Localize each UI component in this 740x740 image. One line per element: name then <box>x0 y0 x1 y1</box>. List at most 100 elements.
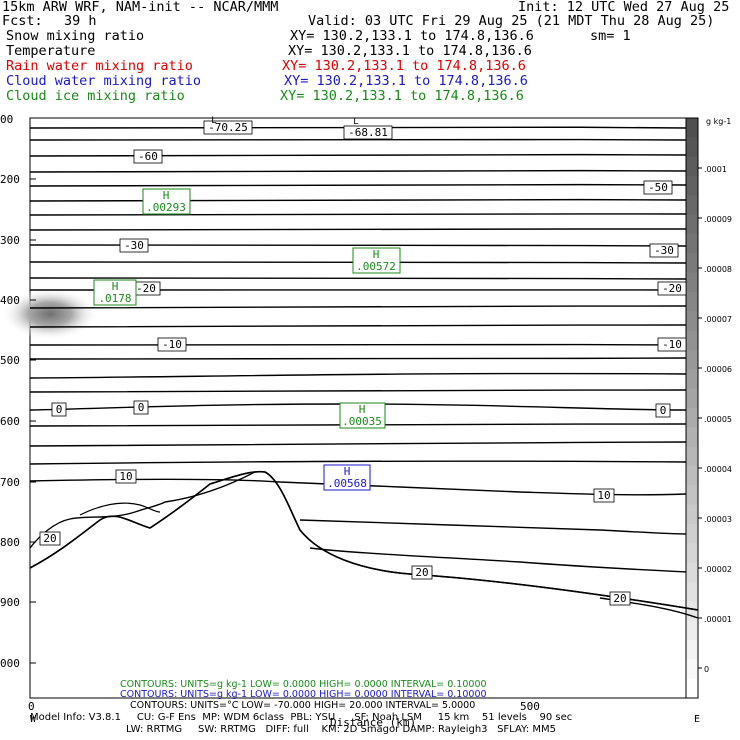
cloud-ice-max-00572: H .00572 <box>352 247 401 274</box>
temp-label-10-left: 10 <box>115 469 137 484</box>
isotherm-line <box>29 471 256 549</box>
field-rain-xy: XY= 130.2,133.1 to 174.8,136.6 <box>282 58 526 74</box>
x-axis-title: Distance (km) <box>330 716 416 729</box>
svg-text:H: H <box>112 280 119 293</box>
isotherm-line <box>29 243 687 247</box>
svg-text:.0178: .0178 <box>98 292 131 305</box>
svg-text:H: H <box>344 465 351 478</box>
cloud-water-max-00568: H .00568 <box>323 464 371 491</box>
svg-text:20: 20 <box>613 592 626 605</box>
y-tick-label: 00 <box>0 113 13 126</box>
colorbar-segment <box>686 446 698 467</box>
temp-label-zero-left: 0 <box>51 402 67 417</box>
colorbar: .0001 .00009 .00008 .00007 .00006 .00005 .0000… <box>685 117 732 699</box>
colorbar-tick-label: .00002 <box>704 565 732 574</box>
svg-text:0: 0 <box>56 403 63 416</box>
contour-info-cloud-ice: CONTOURS: UNITS=g kg-1 LOW= 0.0000 HIGH=… <box>120 679 487 690</box>
colorbar-segment <box>686 640 698 660</box>
temp-label-minus10-right: -10 <box>657 337 687 352</box>
svg-text:H: H <box>373 248 380 261</box>
temp-label-minus6881: -68.81 <box>343 125 393 140</box>
y-tick-label: 500 <box>0 354 20 367</box>
colorbar-segment <box>686 118 698 138</box>
isotherm-line <box>29 441 687 447</box>
temp-label-10-right: 10 <box>593 488 615 503</box>
colorbar-segment <box>686 427 698 448</box>
svg-text:10: 10 <box>597 489 610 502</box>
y-tick-label: 000 <box>0 657 20 670</box>
isotherm-line <box>29 228 687 231</box>
forecast-hours: 39 h <box>64 13 97 29</box>
svg-text:10: 10 <box>119 470 132 483</box>
x-tick-label: 0 <box>28 700 35 713</box>
colorbar-unit-label: g kg-1 <box>706 117 731 126</box>
colorbar-segment <box>686 543 698 564</box>
svg-text:-70.25: -70.25 <box>208 121 248 134</box>
colorbar-segment <box>686 388 698 409</box>
isotherm-line <box>29 260 687 264</box>
isotherm-line <box>299 519 687 535</box>
isotherm-line <box>309 547 687 573</box>
colorbar-tick-label: .00005 <box>704 415 732 424</box>
temp-label-minus20-left: -20 <box>131 281 161 296</box>
svg-text:0: 0 <box>138 401 145 414</box>
terrain-profile <box>29 470 699 611</box>
colorbar-segment <box>686 272 698 293</box>
svg-text:-30: -30 <box>654 244 674 257</box>
colorbar-segment <box>686 466 698 486</box>
temp-label-zero-right: 0 <box>655 403 671 418</box>
svg-text:.00293: .00293 <box>146 201 186 214</box>
svg-text:-10: -10 <box>162 338 182 351</box>
svg-text:.00572: .00572 <box>356 260 396 273</box>
isotherm-line <box>29 357 687 360</box>
svg-text:.00568: .00568 <box>327 477 367 490</box>
isotherm-line <box>29 389 687 393</box>
isotherm-line <box>29 153 687 157</box>
isotherm-line <box>29 213 687 216</box>
contour-info-cloud-water: CONTOURS: UNITS=g kg-1 LOW= 0.0000 HIGH=… <box>120 689 487 700</box>
isotherm-line <box>29 183 687 187</box>
colorbar-tick-label: 0 <box>704 665 709 674</box>
svg-text:-68.81: -68.81 <box>348 126 388 139</box>
maxima-markers: H .00293 H .00572 H .0178 H .00035 H .00… <box>93 188 401 491</box>
colorbar-segment <box>686 562 698 583</box>
colorbar-tick-label: .00003 <box>704 515 732 524</box>
field-snow-label: Snow mixing ratio <box>6 28 145 44</box>
colorbar-segment <box>686 582 698 602</box>
cloud-ice-max-0178: H .0178 <box>93 279 137 306</box>
smoothing-value: sm= 1 <box>590 28 631 44</box>
init-time: Init: 12 UTC Wed 27 Aug 25 <box>518 0 730 15</box>
cloud-ice-max-00293: H .00293 <box>142 188 191 215</box>
field-temperature-xy: XY= 130.2,133.1 to 174.8,136.6 <box>288 43 532 59</box>
temp-label-20-left: 20 <box>39 531 61 546</box>
temp-label-minus30-left: -30 <box>119 238 149 253</box>
low-marker-letter: L <box>353 117 358 127</box>
field-cloud-water-xy: XY= 130.2,133.1 to 174.8,136.6 <box>284 73 528 89</box>
low-marker-letter: L <box>211 116 216 126</box>
isotherm-line <box>29 372 687 379</box>
temp-label-20-right: 20 <box>609 591 631 606</box>
field-snow-xy: XY= 130.2,133.1 to 174.8,136.6 <box>290 28 534 44</box>
model-info-line1: Model Info: V3.8.1 CU: G-F Ens MP: WDM 6… <box>30 712 573 723</box>
svg-text:H: H <box>163 189 170 202</box>
temperature-labels: -70.25 L -68.81 L -60 -50 -30 -30 -20 -2… <box>39 116 687 606</box>
field-cloud-ice-xy: XY= 130.2,133.1 to 174.8,136.6 <box>280 88 524 104</box>
colorbar-tick-label: .00001 <box>704 615 732 624</box>
svg-text:-30: -30 <box>124 239 144 252</box>
isotherm-line <box>29 198 687 202</box>
temp-label-minus60: -60 <box>133 149 163 164</box>
colorbar-segment <box>686 369 698 390</box>
model-info-line2: LW: RRTMG SW: RRTMG DIFF: full KM: 2D Sm… <box>126 724 556 735</box>
svg-text:-10: -10 <box>662 338 682 351</box>
field-cloud-water-label: Cloud water mixing ratio <box>6 73 202 89</box>
x-end-label-east: E <box>694 714 700 725</box>
colorbar-segment <box>686 137 698 158</box>
field-cloud-ice-label: Cloud ice mixing ratio <box>6 88 185 104</box>
colorbar-segment <box>686 524 698 544</box>
y-tick-label: 600 <box>0 415 20 428</box>
temp-label-minus10-left: -10 <box>157 337 187 352</box>
svg-text:H: H <box>359 403 366 416</box>
field-temperature-label: Temperature <box>6 43 96 59</box>
svg-text:0: 0 <box>660 404 667 417</box>
